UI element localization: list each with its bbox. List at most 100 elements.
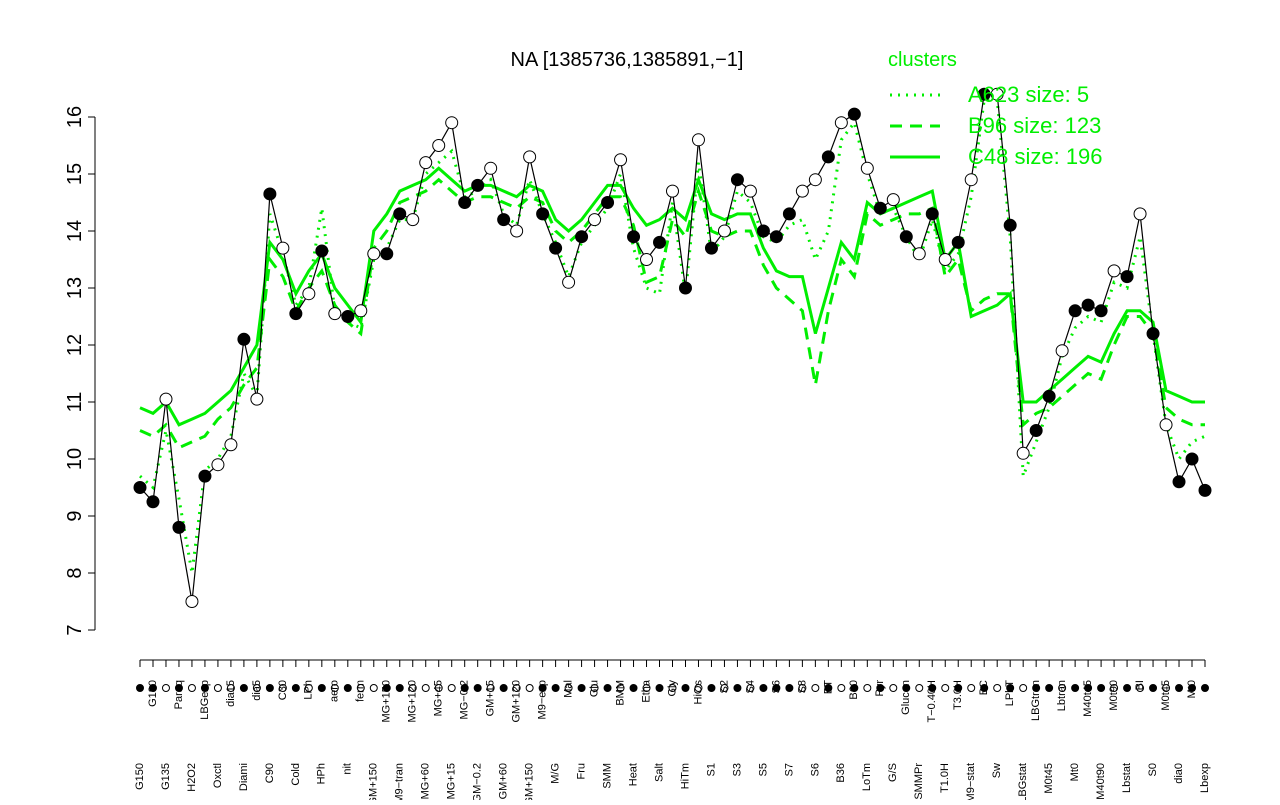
x-tick-label: BT <box>822 680 834 694</box>
x-tick-label: M40t45 <box>1082 680 1094 717</box>
x-tick-label: M9−tran <box>394 763 406 800</box>
rug-mark <box>1136 684 1145 692</box>
rug-mark <box>486 684 495 692</box>
rug-mark <box>668 684 677 692</box>
data-point <box>224 438 238 452</box>
data-point <box>302 287 316 301</box>
x-tick-label: S8 <box>796 680 808 693</box>
rug-mark <box>1019 684 1028 692</box>
rug-mark <box>382 684 391 692</box>
data-point <box>1029 424 1043 437</box>
data-point <box>159 392 173 406</box>
legend-label: B96 size: 123 <box>968 113 1101 138</box>
data-point <box>614 153 628 167</box>
x-tick-label: S0 <box>1147 763 1159 776</box>
rug-mark <box>811 684 820 692</box>
rug-mark <box>395 684 404 692</box>
rug-mark <box>1084 684 1093 692</box>
x-tick-label: Mal <box>563 680 575 698</box>
data-point <box>601 196 615 209</box>
data-point <box>315 244 329 258</box>
data-point <box>912 247 926 261</box>
rug-mark <box>967 684 976 692</box>
x-tick-label: dia0 <box>1173 763 1185 784</box>
rug-mark <box>720 684 729 692</box>
data-point <box>951 235 965 249</box>
data-point <box>419 156 433 170</box>
data-point <box>328 307 342 321</box>
data-point <box>834 116 848 130</box>
rug-mark <box>772 684 781 692</box>
data-point <box>782 207 796 221</box>
data-point <box>133 481 147 494</box>
data-point <box>510 224 524 238</box>
rug-mark <box>616 684 625 692</box>
data-point <box>198 469 212 483</box>
x-tick-label: Cold <box>290 763 302 786</box>
data-point <box>484 161 498 175</box>
x-tick-label: Salt <box>653 763 665 782</box>
data-point <box>873 201 887 215</box>
rug-mark <box>1188 684 1197 692</box>
x-tick-label: M0t45 <box>1160 680 1172 711</box>
x-tick-label: MG+60 <box>420 763 432 799</box>
x-tick-label: LBGstat <box>1017 763 1029 800</box>
data-point <box>237 332 251 346</box>
data-point <box>1042 389 1056 403</box>
rug-mark <box>538 684 547 692</box>
x-tick-label: SMMPr <box>913 763 925 800</box>
data-point <box>471 178 485 192</box>
x-tick-label: S5 <box>757 763 769 776</box>
x-tick-label: LBGtran <box>1030 680 1042 721</box>
data-point <box>847 107 861 121</box>
x-tick-label: HiOs <box>692 680 704 705</box>
x-tick-label: dia5 <box>251 680 263 701</box>
x-tick-label: H2O2 <box>186 763 198 792</box>
data-point <box>1159 418 1173 432</box>
rug-mark <box>525 684 534 692</box>
rug-mark <box>694 684 703 692</box>
rug-mark <box>148 684 157 692</box>
rug-mark <box>447 684 456 692</box>
x-tick-label: MG−0.2 <box>459 680 471 719</box>
data-point <box>938 253 952 266</box>
rug-mark <box>1149 684 1158 692</box>
y-tick-label: 15 <box>64 163 86 185</box>
data-point <box>743 184 757 198</box>
rug-mark <box>551 684 560 692</box>
x-tick-label: G180 <box>147 680 159 707</box>
rug-mark <box>1032 684 1041 692</box>
rug-mark <box>837 684 846 692</box>
rug-mark <box>642 684 651 692</box>
rug-mark <box>1123 684 1132 692</box>
data-point <box>172 520 186 534</box>
rug-mark <box>733 684 742 692</box>
legend-label: A623 size: 5 <box>968 82 1089 107</box>
x-tick-label: MG+45 <box>433 680 445 716</box>
rug-mark <box>603 684 612 692</box>
data-point <box>250 392 264 406</box>
rug-mark <box>993 684 1002 692</box>
data-point <box>575 230 589 244</box>
y-tick-label: 11 <box>64 392 86 413</box>
rug-mark <box>330 684 339 692</box>
rug-mark <box>1006 684 1015 692</box>
rug-mark <box>655 684 664 692</box>
x-tick-label: LPh <box>303 680 315 700</box>
rug-mark <box>590 684 599 692</box>
x-tick-label: C90 <box>264 763 276 783</box>
y-tick-label: 10 <box>64 448 86 470</box>
x-tick-label: B36 <box>835 763 847 783</box>
rug-mark <box>902 684 911 692</box>
data-point <box>1003 218 1017 232</box>
x-tick-label: Etha <box>640 679 652 703</box>
data-point <box>432 139 446 152</box>
x-tick-label: S2 <box>718 680 730 693</box>
data-point <box>977 87 991 101</box>
x-tick-label: Diami <box>238 763 250 791</box>
rug-mark <box>434 684 443 692</box>
data-point <box>717 224 731 238</box>
rug-mark <box>915 684 924 692</box>
data-point <box>691 133 705 147</box>
